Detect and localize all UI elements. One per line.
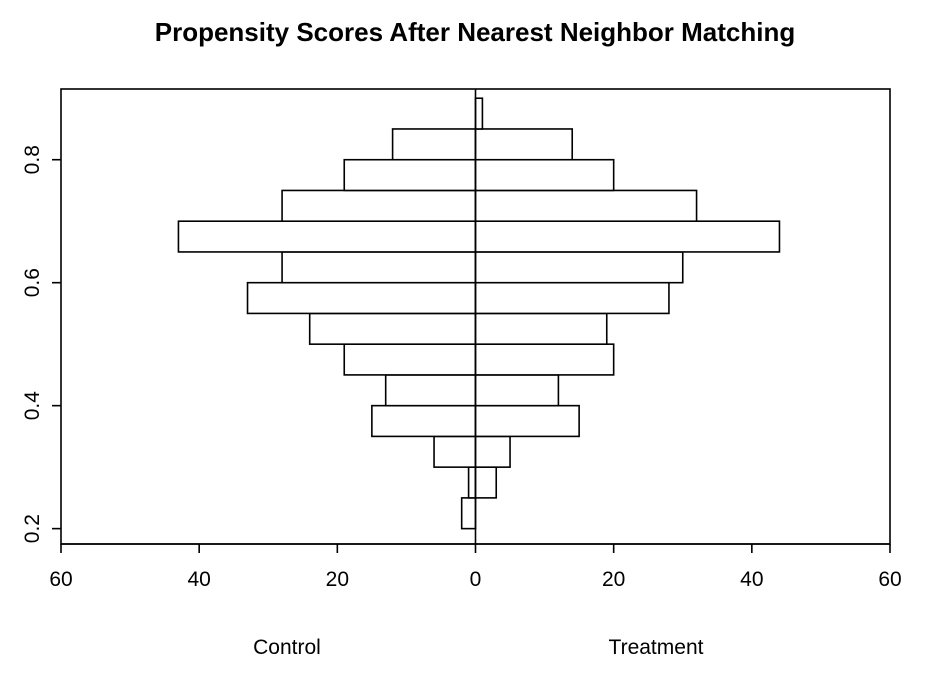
group-label-treatment: Treatment bbox=[609, 636, 704, 659]
x-axis: 60 40 20 0 20 40 60 bbox=[49, 543, 902, 591]
bar-control-1 bbox=[467, 466, 477, 499]
bar-treatment-3 bbox=[474, 404, 580, 438]
x-tick-label: 20 bbox=[602, 568, 625, 591]
bar-treatment-13 bbox=[474, 97, 484, 130]
bar-control-8 bbox=[281, 251, 477, 284]
bar-control-5 bbox=[343, 343, 477, 376]
x-tick-label: 40 bbox=[740, 568, 763, 591]
y-tick-label: 0.8 bbox=[21, 145, 44, 174]
bar-treatment-10 bbox=[474, 189, 698, 222]
bar-treatment-6 bbox=[474, 312, 608, 345]
y-tick-label: 0.4 bbox=[21, 391, 44, 421]
bar-treatment-5 bbox=[474, 343, 615, 376]
y-tick-label: 0.2 bbox=[21, 514, 44, 543]
x-tick-label: 60 bbox=[49, 568, 72, 591]
bars-layer bbox=[177, 97, 781, 530]
x-tick-label: 20 bbox=[326, 568, 349, 591]
group-label-control: Control bbox=[253, 636, 321, 659]
bar-control-3 bbox=[371, 404, 477, 438]
bar-control-10 bbox=[281, 189, 477, 222]
bar-treatment-4 bbox=[474, 374, 560, 407]
bar-control-9 bbox=[177, 220, 477, 253]
bar-control-11 bbox=[343, 158, 477, 192]
bar-treatment-1 bbox=[474, 466, 498, 499]
bar-treatment-8 bbox=[474, 251, 684, 284]
x-tick-label: 40 bbox=[187, 568, 210, 591]
bar-control-0 bbox=[460, 497, 477, 530]
bar-control-7 bbox=[246, 281, 477, 315]
bar-treatment-2 bbox=[474, 435, 511, 468]
chart-title: Propensity Scores After Nearest Neighbor… bbox=[155, 17, 796, 47]
bar-control-2 bbox=[433, 435, 477, 468]
bar-treatment-7 bbox=[474, 281, 670, 315]
bar-treatment-9 bbox=[474, 220, 781, 253]
bar-control-4 bbox=[384, 374, 477, 407]
bar-control-12 bbox=[391, 128, 477, 161]
y-axis: 0.2 0.4 0.6 0.8 bbox=[21, 145, 61, 543]
x-tick-label: 60 bbox=[878, 568, 901, 591]
bar-treatment-12 bbox=[474, 128, 574, 161]
bar-control-6 bbox=[308, 312, 477, 345]
x-tick-label: 0 bbox=[470, 568, 482, 591]
y-tick-label: 0.6 bbox=[21, 268, 44, 297]
bar-treatment-11 bbox=[474, 158, 615, 192]
